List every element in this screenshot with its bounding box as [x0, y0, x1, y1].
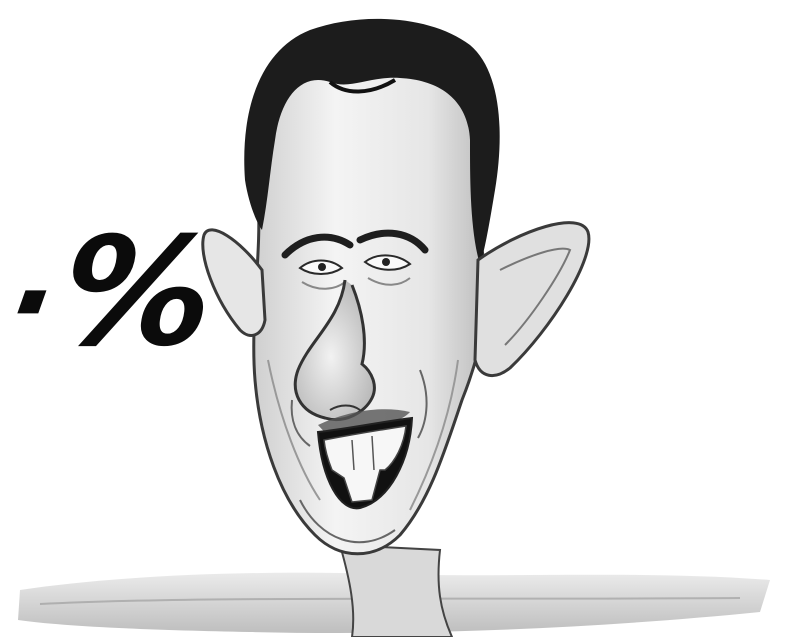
right-eyebrow: [356, 229, 429, 254]
teeth: [323, 425, 407, 503]
neck: [338, 543, 454, 637]
percent-caption: ٠%: [0, 206, 223, 380]
left-eyebrow: [281, 233, 354, 259]
right-ear: [473, 221, 591, 377]
left-ear: [201, 228, 267, 337]
hair: [244, 18, 500, 266]
